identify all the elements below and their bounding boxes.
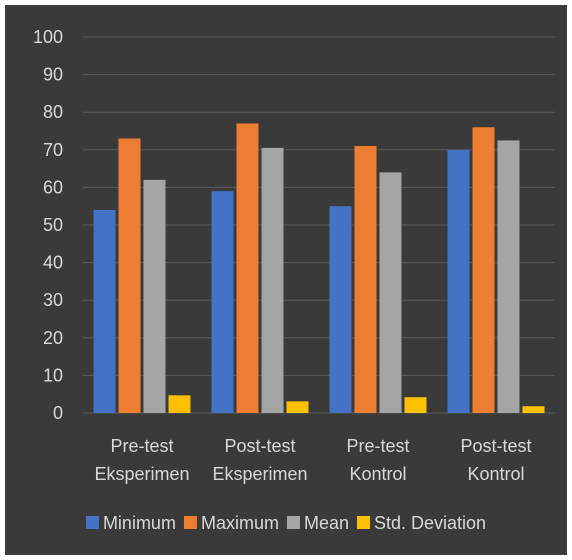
x-category-label: Kontrol <box>467 464 524 484</box>
legend-item-label: Minimum <box>103 513 176 533</box>
legend-swatch <box>286 516 300 529</box>
y-tick-label: 100 <box>33 27 63 47</box>
bar-mean <box>497 140 520 413</box>
bar-std-deviation <box>404 397 427 413</box>
bar-maximum <box>236 123 259 413</box>
y-tick-label: 40 <box>43 253 63 273</box>
bar-maximum <box>118 138 141 413</box>
y-tick-label: 70 <box>43 140 63 160</box>
bar-mean <box>143 179 166 413</box>
legend-item-label: Mean <box>304 513 349 533</box>
bar-minimum <box>93 209 116 413</box>
x-category-label: Eksperimen <box>94 464 189 484</box>
bar-mean <box>261 147 284 414</box>
x-category-label: Post-test <box>460 436 531 456</box>
y-tick-label: 10 <box>43 365 63 385</box>
x-category-label: Kontrol <box>349 464 406 484</box>
legend-swatch <box>85 516 99 529</box>
y-tick-label: 30 <box>43 290 63 310</box>
x-category-label: Eksperimen <box>212 464 307 484</box>
bar-mean <box>379 172 402 413</box>
bar-minimum <box>447 149 470 414</box>
y-tick-label: 80 <box>43 102 63 122</box>
y-tick-label: 60 <box>43 177 63 197</box>
legend-item-label: Std. Deviation <box>374 513 486 533</box>
x-category-label: Pre-test <box>110 436 173 456</box>
bars <box>93 123 545 414</box>
legend: Minimum Maximum Mean Std. Deviation <box>85 513 486 533</box>
bar-maximum <box>472 127 495 414</box>
y-tick-label: 90 <box>43 65 63 85</box>
legend-swatch <box>357 516 370 529</box>
y-tick-label: 20 <box>43 328 63 348</box>
y-axis-ticks: 0 10 20 30 40 50 60 70 80 90 100 <box>33 27 63 423</box>
legend-item-label: Maximum <box>201 513 279 533</box>
bar-chart: 0 10 20 30 40 50 60 70 80 90 100 Pre-test Eksperime… <box>33 27 555 533</box>
bar-minimum <box>329 206 352 413</box>
bar-maximum <box>354 146 377 414</box>
y-tick-label: 0 <box>53 403 63 423</box>
chart-area: 0 10 20 30 40 50 60 70 80 90 100 Pre-test Eksperime… <box>5 5 567 555</box>
bar-minimum <box>211 191 234 413</box>
y-tick-label: 50 <box>43 215 63 235</box>
bar-std-deviation <box>522 406 545 413</box>
bar-std-deviation <box>168 395 191 413</box>
bar-std-deviation <box>286 401 309 413</box>
x-category-label: Post-test <box>224 436 295 456</box>
x-category-label: Pre-test <box>346 436 409 456</box>
legend-swatch <box>183 516 197 529</box>
x-axis-categories: Pre-test Eksperimen Post-test Eksperimen Pre… <box>94 436 531 484</box>
